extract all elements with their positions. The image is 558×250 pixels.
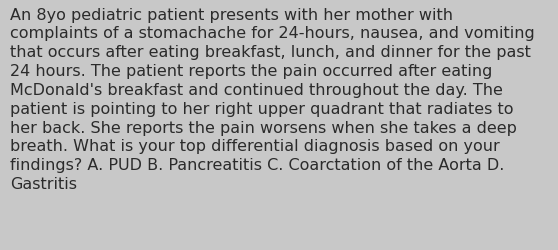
Text: An 8yo pediatric patient presents with her mother with
complaints of a stomachac: An 8yo pediatric patient presents with h…	[10, 8, 535, 191]
